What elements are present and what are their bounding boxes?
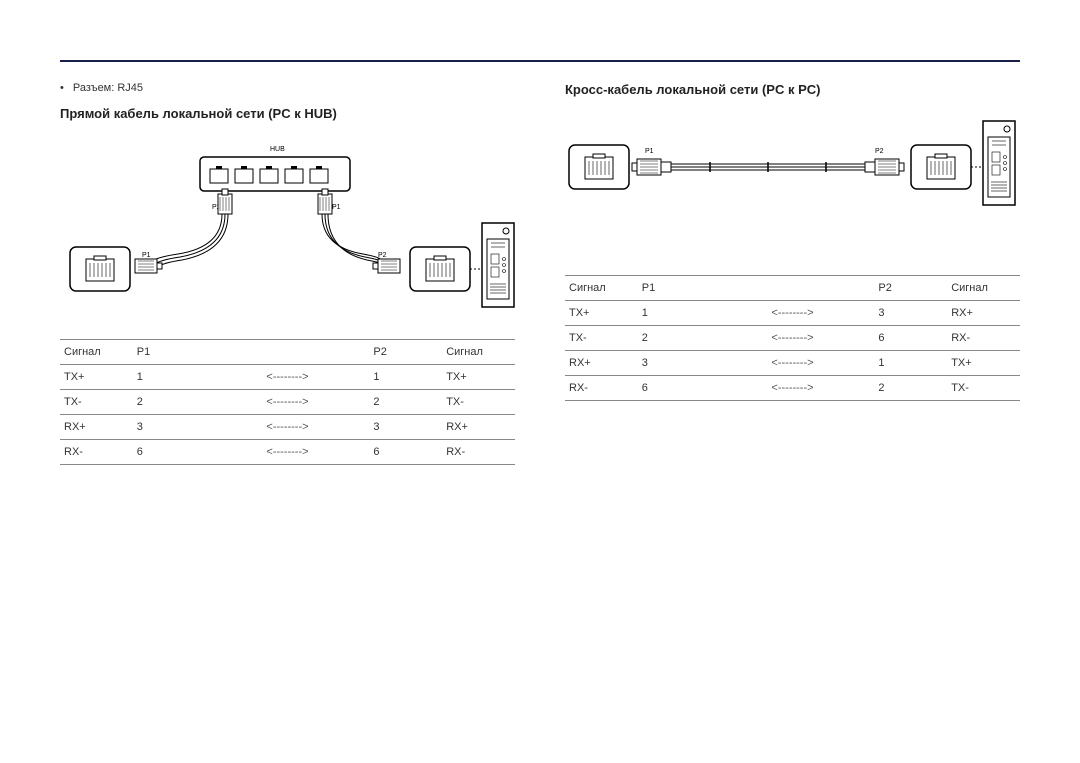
connector-bullet: Разъем: RJ45 — [60, 82, 515, 94]
left-pinout-table: Сигнал P1 P2 Сигнал TX+ 1 <--------> 1 T… — [60, 339, 515, 465]
col-p2: P2 — [369, 340, 442, 365]
col-p2: P2 — [874, 276, 947, 301]
p2-label: P2 — [875, 148, 884, 155]
left-column: Разъем: RJ45 Прямой кабель локальной сет… — [60, 82, 515, 465]
pc-tower-right-icon — [983, 121, 1015, 205]
cable-left-icon — [152, 214, 228, 267]
p1-label-bot: P1 — [142, 252, 151, 259]
table-row: RX- 6 <--------> 2 TX- — [565, 376, 1020, 401]
cable-icon — [671, 162, 865, 172]
col-p1: P1 — [638, 276, 711, 301]
table-row: RX+ 3 <--------> 1 TX+ — [565, 351, 1020, 376]
plug-p1-icon — [632, 159, 671, 175]
hub-icon — [200, 157, 350, 191]
rj45-panel-right-icon — [410, 247, 470, 291]
left-diagram: HUB — [60, 139, 515, 329]
right-column: Кросс-кабель локальной сети (PC к PC) RJ… — [565, 82, 1020, 465]
table-row: TX+ 1 <--------> 3 RX+ — [565, 301, 1020, 326]
plug-bot-left-icon — [135, 259, 162, 273]
p1-label-top: P1 — [332, 204, 341, 211]
table-row: RX- 6 <--------> 6 RX- — [60, 440, 515, 465]
rj45-wallplate-left-icon — [70, 247, 130, 291]
hub-label: HUB — [270, 146, 285, 153]
col-p1: P1 — [133, 340, 206, 365]
col-signal-l: Сигнал — [565, 276, 638, 301]
rj45-wallplate-icon — [569, 145, 629, 189]
col-arrow — [711, 276, 875, 301]
col-arrow — [206, 340, 370, 365]
right-title: Кросс-кабель локальной сети (PC к PC) — [565, 82, 1020, 97]
top-rule — [60, 60, 1020, 62]
table-row: TX+ 1 <--------> 1 TX+ — [60, 365, 515, 390]
plug-bot-right-icon — [373, 259, 400, 273]
col-signal-r: Сигнал — [442, 340, 515, 365]
plug-top-right-icon — [318, 189, 332, 214]
table-row: TX- 2 <--------> 2 TX- — [60, 390, 515, 415]
table-row: RX+ 3 <--------> 3 RX+ — [60, 415, 515, 440]
col-signal-r: Сигнал — [947, 276, 1020, 301]
left-title: Прямой кабель локальной сети (PC к HUB) — [60, 106, 515, 121]
col-signal-l: Сигнал — [60, 340, 133, 365]
rj45-panel-icon — [911, 145, 971, 189]
plug-p2-icon — [865, 159, 904, 175]
plug-top-left-icon — [218, 189, 232, 214]
p1-label: P1 — [645, 148, 654, 155]
table-row: TX- 2 <--------> 6 RX- — [565, 326, 1020, 351]
pc-tower-left-icon — [482, 223, 514, 307]
right-diagram: RJ45 P1 — [565, 115, 1020, 265]
right-pinout-table: Сигнал P1 P2 Сигнал TX+ 1 <--------> 3 R… — [565, 275, 1020, 401]
p2-label-bot: P2 — [378, 252, 387, 259]
